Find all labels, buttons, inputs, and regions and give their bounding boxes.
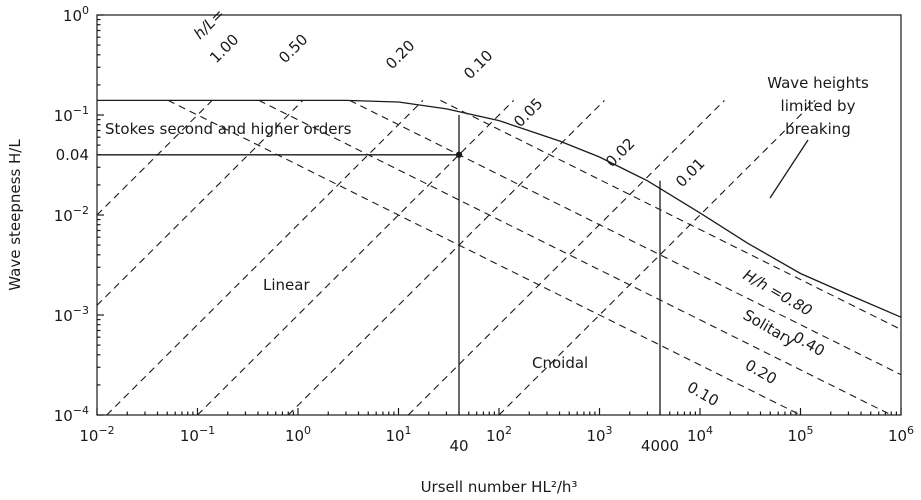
x-extra-tick-label: 4000 [641, 437, 679, 455]
x-tick-label: 106 [888, 424, 914, 445]
h-over-L-line [407, 99, 725, 415]
x-extra-tick-label: 40 [449, 437, 468, 455]
h-over-L-line [97, 99, 304, 306]
linear-region-label: Linear [263, 276, 310, 294]
boundary-point [455, 151, 463, 158]
breaking-label-2: limited by [781, 97, 856, 115]
H-over-h-line [167, 99, 801, 415]
h-over-L-label: 0.02 [602, 134, 638, 170]
H-over-h-line [349, 99, 901, 376]
H-over-h-line [258, 99, 892, 415]
clipped-lines [97, 99, 901, 415]
h-over-L-label: 0.10 [460, 46, 496, 82]
x-tick-label: 102 [486, 424, 512, 445]
h-over-L-label: 0.50 [275, 30, 311, 66]
x-tick-label: 103 [586, 424, 612, 445]
h-over-L-line [197, 99, 515, 415]
h-over-L-label: 0.20 [382, 36, 418, 72]
y-tick-label: 10−2 [54, 204, 89, 225]
y-tick-label: 10−1 [54, 104, 89, 125]
H-over-h-line [440, 99, 901, 331]
H-over-h-label: 0.10 [684, 378, 722, 410]
x-tick-label: 10−2 [79, 424, 114, 445]
H-over-h-label: 0.20 [742, 356, 780, 388]
breaking-leader [769, 139, 809, 199]
chart-marks: 10−2 10−1 100 101 102 103 104 105 106 10−4 10−3 10−… [6, 4, 914, 496]
x-tick-label: 104 [687, 424, 713, 445]
h-over-L-line [287, 99, 605, 415]
h-over-L-label: 1.00 [206, 30, 242, 66]
breaking-label-3: breaking [785, 120, 851, 138]
x-axis-label: Ursell number HL²/h³ [421, 478, 578, 496]
stokes-region-label: Stokes second and higher orders [105, 120, 352, 138]
h-over-L-line [97, 99, 213, 216]
y-tick-label: 10−4 [54, 404, 89, 425]
breaking-limit-curve [97, 99, 902, 318]
cnoidal-region-label: Cnoidal [532, 354, 588, 372]
x-tick-label: 10−1 [180, 424, 215, 445]
x-tick-label: 105 [787, 424, 813, 445]
h-over-L-line [498, 99, 816, 415]
y-tick-label: 10−3 [54, 304, 89, 325]
breaking-label-1: Wave heights [767, 74, 869, 92]
x-tick-label: 101 [385, 424, 411, 445]
x-tick-label: 100 [285, 424, 311, 445]
h-over-L-label: 0.01 [672, 154, 708, 190]
solitary-region-label: Solitary [740, 306, 799, 350]
h-over-L-line [106, 99, 424, 415]
h-over-L-label: 0.05 [510, 94, 546, 130]
y-tick-label: 100 [63, 4, 89, 25]
y-axis-label: Wave steepness H/L [6, 139, 24, 291]
y-extra-tick-label: 0.04 [56, 146, 89, 164]
